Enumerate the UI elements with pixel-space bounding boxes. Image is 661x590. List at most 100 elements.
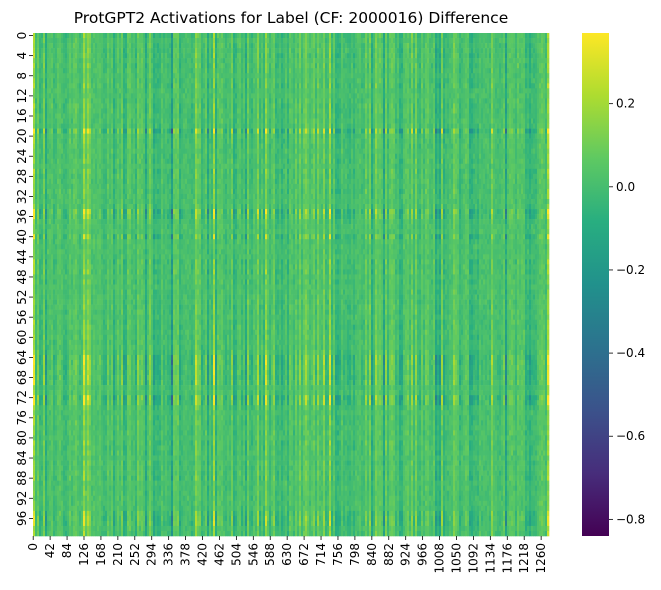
heatmap-cell <box>389 58 391 63</box>
heatmap-cell <box>133 103 135 108</box>
heatmap-cell <box>129 93 131 98</box>
heatmap-cell <box>517 83 519 88</box>
heatmap-cell <box>427 98 429 103</box>
heatmap-cell <box>405 88 407 93</box>
heatmap-cell <box>231 88 233 93</box>
heatmap-cell <box>143 83 145 88</box>
heatmap-cell <box>39 98 41 103</box>
heatmap-cell <box>179 68 181 73</box>
heatmap-cell <box>273 103 275 108</box>
heatmap-cell <box>541 78 543 83</box>
heatmap-cell <box>203 68 205 73</box>
heatmap-cell <box>491 93 493 98</box>
heatmap-cell <box>221 98 223 103</box>
heatmap-cell <box>545 38 547 43</box>
heatmap-cell <box>427 83 429 88</box>
heatmap-cell <box>149 98 151 103</box>
heatmap-cell <box>513 68 515 73</box>
heatmap-cell <box>171 88 173 93</box>
heatmap-cell <box>273 33 275 38</box>
heatmap-cell <box>333 33 335 38</box>
heatmap-cell <box>401 53 403 58</box>
heatmap-cell <box>493 98 495 103</box>
heatmap-cell <box>153 88 155 93</box>
heatmap-cell <box>371 103 373 108</box>
heatmap-cell <box>237 58 239 63</box>
heatmap-cell <box>519 58 521 63</box>
heatmap-cell <box>137 98 139 103</box>
heatmap-cell <box>175 83 177 88</box>
heatmap-cell <box>367 73 369 78</box>
heatmap-cell <box>387 33 389 38</box>
heatmap-cell <box>529 43 531 48</box>
heatmap-cell <box>109 43 111 48</box>
heatmap-cell <box>529 83 531 88</box>
heatmap-cell <box>135 103 137 108</box>
heatmap-cell <box>121 38 123 43</box>
heatmap-cell <box>289 68 291 73</box>
heatmap-cell <box>103 108 105 113</box>
heatmap-cell <box>225 38 227 43</box>
heatmap-cell <box>279 103 281 108</box>
heatmap-cell <box>371 33 373 38</box>
heatmap-cell <box>379 83 381 88</box>
heatmap-cell <box>309 98 311 103</box>
heatmap-cell <box>511 88 513 93</box>
heatmap-cell <box>243 98 245 103</box>
heatmap-cell <box>387 73 389 78</box>
heatmap-cell <box>403 58 405 63</box>
heatmap-cell <box>487 53 489 58</box>
heatmap-cell <box>413 43 415 48</box>
heatmap-cell <box>339 73 341 78</box>
heatmap-cell <box>419 93 421 98</box>
heatmap-cell <box>99 78 101 83</box>
heatmap-cell <box>387 58 389 63</box>
heatmap-cell <box>245 88 247 93</box>
heatmap-cell <box>321 88 323 93</box>
heatmap-cell <box>413 53 415 58</box>
heatmap-cell <box>221 73 223 78</box>
heatmap-cell <box>403 68 405 73</box>
heatmap-cell <box>305 78 307 83</box>
heatmap-cell <box>385 53 387 58</box>
heatmap-cell <box>537 43 539 48</box>
heatmap-cell <box>525 103 527 108</box>
heatmap-cell <box>355 73 357 78</box>
heatmap-cell <box>499 58 501 63</box>
heatmap-cell <box>159 58 161 63</box>
heatmap-cell <box>475 38 477 43</box>
heatmap-cell <box>125 33 127 38</box>
heatmap-cell <box>343 93 345 98</box>
heatmap-cell <box>407 53 409 58</box>
heatmap-cell <box>373 33 375 38</box>
heatmap-cell <box>479 83 481 88</box>
heatmap-cell <box>417 103 419 108</box>
heatmap-cell <box>57 68 59 73</box>
heatmap-cell <box>375 103 377 108</box>
heatmap-cell <box>133 53 135 58</box>
heatmap-cell <box>297 78 299 83</box>
heatmap-cell <box>115 73 117 78</box>
heatmap-cell <box>335 58 337 63</box>
heatmap-cell <box>441 53 443 58</box>
heatmap-cell <box>449 53 451 58</box>
heatmap-cell <box>353 58 355 63</box>
heatmap-cell <box>493 38 495 43</box>
heatmap-cell <box>455 33 457 38</box>
heatmap-cell <box>399 98 401 103</box>
heatmap-cell <box>251 88 253 93</box>
heatmap-cell <box>541 83 543 88</box>
heatmap-cell <box>285 33 287 38</box>
heatmap-cell <box>333 93 335 98</box>
heatmap-cell <box>237 48 239 53</box>
heatmap-cell <box>355 83 357 88</box>
heatmap-cell <box>121 108 123 113</box>
heatmap-cell <box>541 68 543 73</box>
heatmap-cell <box>467 88 469 93</box>
heatmap-cell <box>317 33 319 38</box>
heatmap-cell <box>427 48 429 53</box>
heatmap-cell <box>211 63 213 68</box>
heatmap-cell <box>199 58 201 63</box>
heatmap-cell <box>295 63 297 68</box>
heatmap-cell <box>367 103 369 108</box>
